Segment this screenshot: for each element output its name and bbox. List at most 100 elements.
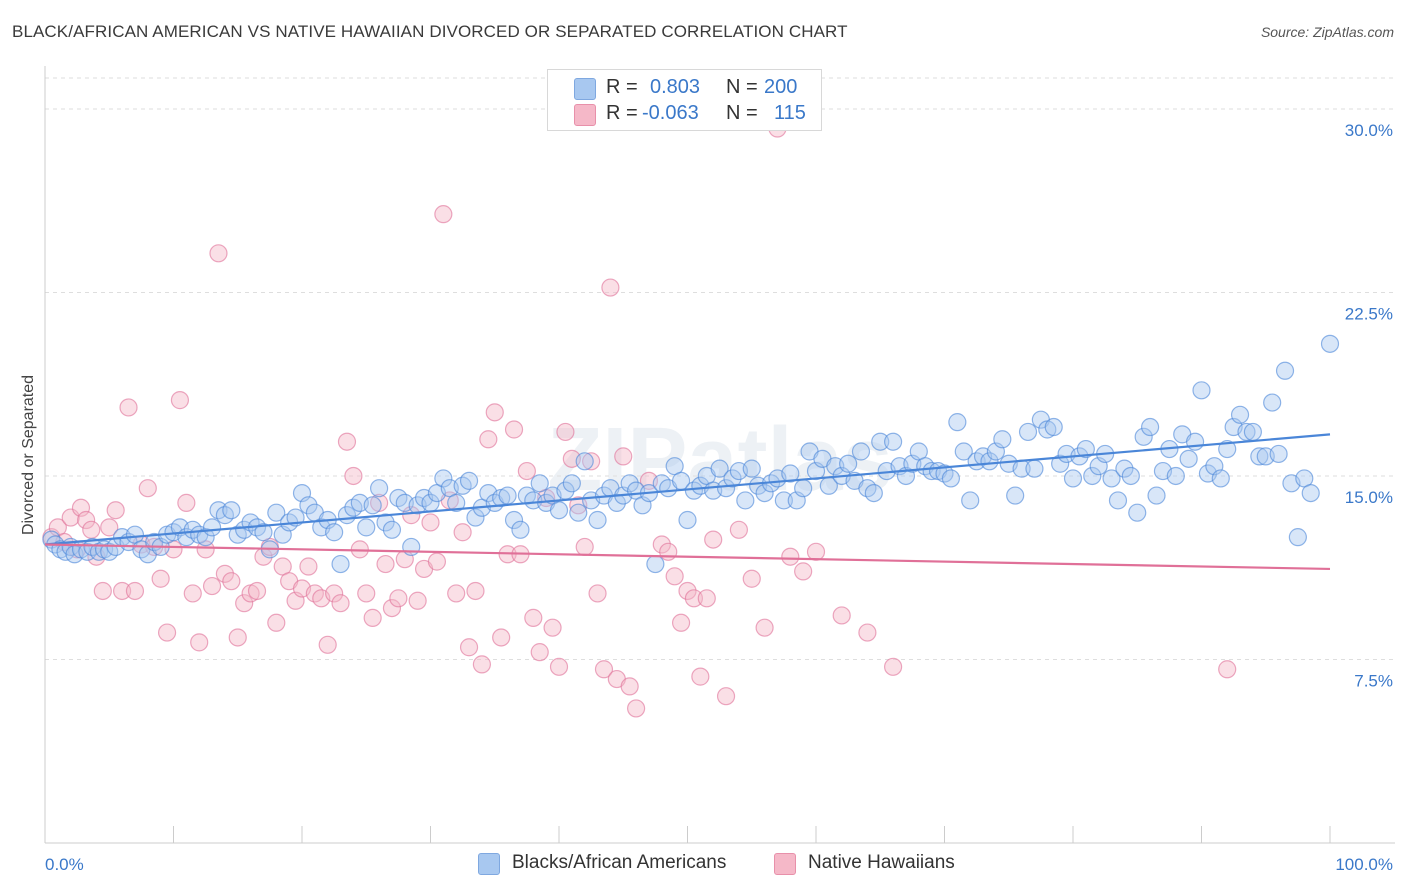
data-point [357, 584, 376, 603]
data-point [1115, 459, 1134, 478]
data-point [1218, 660, 1237, 679]
data-point [434, 469, 453, 488]
data-point [742, 459, 761, 478]
data-point [1121, 466, 1140, 486]
y-tick-label: 30.0% [1345, 121, 1393, 140]
data-point [961, 491, 980, 510]
data-point [447, 584, 466, 603]
data-point [299, 557, 318, 576]
data-point [1218, 439, 1237, 459]
data-point [864, 483, 883, 503]
data-point [459, 638, 479, 657]
data-point [1250, 447, 1269, 466]
data-point [498, 486, 517, 505]
data-point [337, 432, 357, 451]
data-point [408, 591, 427, 610]
data-point [183, 584, 202, 603]
data-point [267, 503, 286, 522]
data-point [254, 523, 273, 542]
data-point [1166, 466, 1185, 486]
data-point [479, 430, 498, 449]
data-point [948, 413, 967, 432]
data-point [472, 655, 491, 674]
data-point [941, 469, 961, 488]
trend-line [44, 543, 1331, 571]
data-point [665, 567, 684, 586]
data-point [736, 491, 755, 510]
data-point [1269, 444, 1288, 464]
legend-n-value: 115 [774, 102, 806, 124]
data-point [77, 510, 96, 530]
data-point [202, 576, 222, 596]
data-point [511, 520, 530, 539]
data-point [170, 391, 190, 410]
data-point [569, 503, 588, 522]
data-point [112, 581, 132, 601]
data-point [190, 633, 209, 652]
data-point [331, 554, 350, 574]
data-point [716, 479, 736, 498]
grid-lines [45, 77, 1395, 660]
data-point [1230, 405, 1250, 424]
data-point [421, 513, 440, 532]
data-point [781, 547, 800, 566]
data-point [504, 510, 524, 530]
data-point [549, 657, 569, 676]
legend-swatch-blue [574, 78, 596, 100]
data-point [357, 518, 376, 537]
data-point [582, 452, 601, 471]
data-point [1211, 469, 1230, 488]
data-point [691, 667, 710, 686]
data-point [363, 496, 382, 515]
legend-label: Native Hawaiians [808, 852, 955, 873]
y-tick-label: 22.5% [1345, 304, 1393, 323]
data-point [1044, 417, 1063, 437]
data-point [235, 594, 254, 613]
legend-r-label: R = [606, 76, 638, 98]
data-point [196, 528, 215, 547]
data-point [106, 501, 125, 520]
data-point [588, 584, 607, 603]
data-point [556, 422, 575, 442]
data-point [575, 537, 594, 557]
data-point [851, 442, 871, 461]
data-point [222, 501, 241, 520]
data-point [157, 623, 177, 642]
data-point [299, 496, 318, 515]
data-point [434, 205, 453, 224]
chart-title: BLACK/AFRICAN AMERICAN VS NATIVE HAWAIIA… [12, 22, 848, 41]
legend-r-label: R = [606, 102, 638, 124]
data-point [331, 594, 350, 613]
data-point [125, 581, 145, 601]
data-point [1288, 528, 1307, 547]
data-point [1301, 483, 1320, 503]
data-point [325, 523, 344, 542]
data-point [883, 432, 903, 451]
data-point [980, 452, 999, 471]
legend-r-value: 0.803 [650, 76, 701, 98]
data-point [1025, 459, 1044, 478]
trend-lines [44, 433, 1331, 571]
data-point [543, 618, 562, 637]
data-point [1275, 361, 1295, 380]
legend-n-label: N = [726, 76, 758, 98]
data-point [1320, 334, 1340, 353]
data-point [389, 589, 408, 608]
data-point [858, 623, 877, 642]
data-point [742, 569, 761, 588]
data-point [459, 471, 479, 490]
data-point [325, 584, 344, 603]
data-point [1006, 486, 1025, 505]
data-point [794, 479, 813, 498]
data-point [524, 608, 543, 627]
data-point [1018, 422, 1038, 442]
data-point [370, 479, 389, 498]
data-point [1179, 449, 1198, 468]
data-point [806, 542, 826, 561]
data-point [1185, 432, 1205, 451]
data-point [1128, 503, 1147, 522]
data-point [954, 442, 973, 461]
data-point [575, 452, 594, 471]
data-point [723, 469, 742, 488]
data-point [993, 430, 1012, 449]
